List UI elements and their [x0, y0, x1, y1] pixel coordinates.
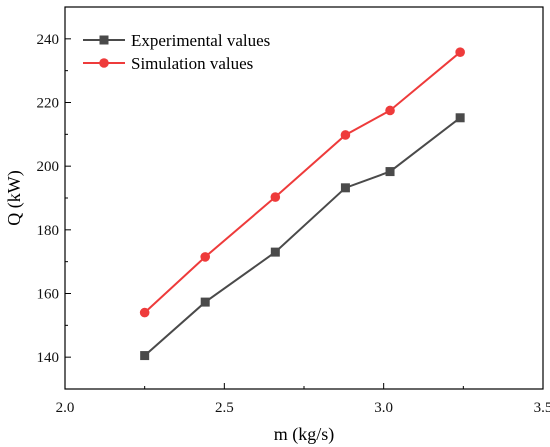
- legend-marker-circle: [99, 58, 109, 68]
- y-tick-label: 220: [37, 96, 60, 112]
- series-line-1: [144, 116, 461, 357]
- data-point: [455, 47, 465, 58]
- data-point: [340, 130, 351, 140]
- data-point: [385, 167, 395, 177]
- data-point: [270, 192, 281, 202]
- x-tick-label: 3.5: [534, 400, 550, 416]
- legend-label-2: Simulation values: [131, 54, 253, 73]
- y-tick-label: 240: [37, 32, 60, 48]
- plot-area: 2.0 2.5 3.0 3.5 140 160 180 200 220 240 Experiment…: [37, 6, 550, 416]
- legend-marker-square: [99, 35, 109, 45]
- x-axis-label: m (kg/s): [274, 424, 335, 445]
- series-line-2: [143, 51, 461, 314]
- x-tick-label: 3.0: [374, 400, 393, 416]
- x-tick-label: 2.0: [56, 400, 75, 416]
- y-tick-label: 160: [37, 287, 60, 303]
- data-point: [140, 351, 150, 361]
- y-tick-label: 180: [37, 223, 60, 239]
- data-point: [200, 297, 210, 307]
- legend-label-1: Experimental values: [131, 31, 270, 50]
- data-point: [139, 307, 150, 318]
- data-point: [340, 183, 350, 193]
- y-tick-label: 140: [37, 350, 60, 366]
- data-point: [270, 247, 280, 257]
- y-axis-label: Q (kW): [4, 170, 25, 225]
- data-point: [455, 113, 465, 123]
- y-tick-label: 200: [37, 159, 60, 175]
- data-point: [200, 252, 211, 262]
- data-point: [385, 105, 395, 116]
- x-tick-label: 2.5: [215, 400, 234, 416]
